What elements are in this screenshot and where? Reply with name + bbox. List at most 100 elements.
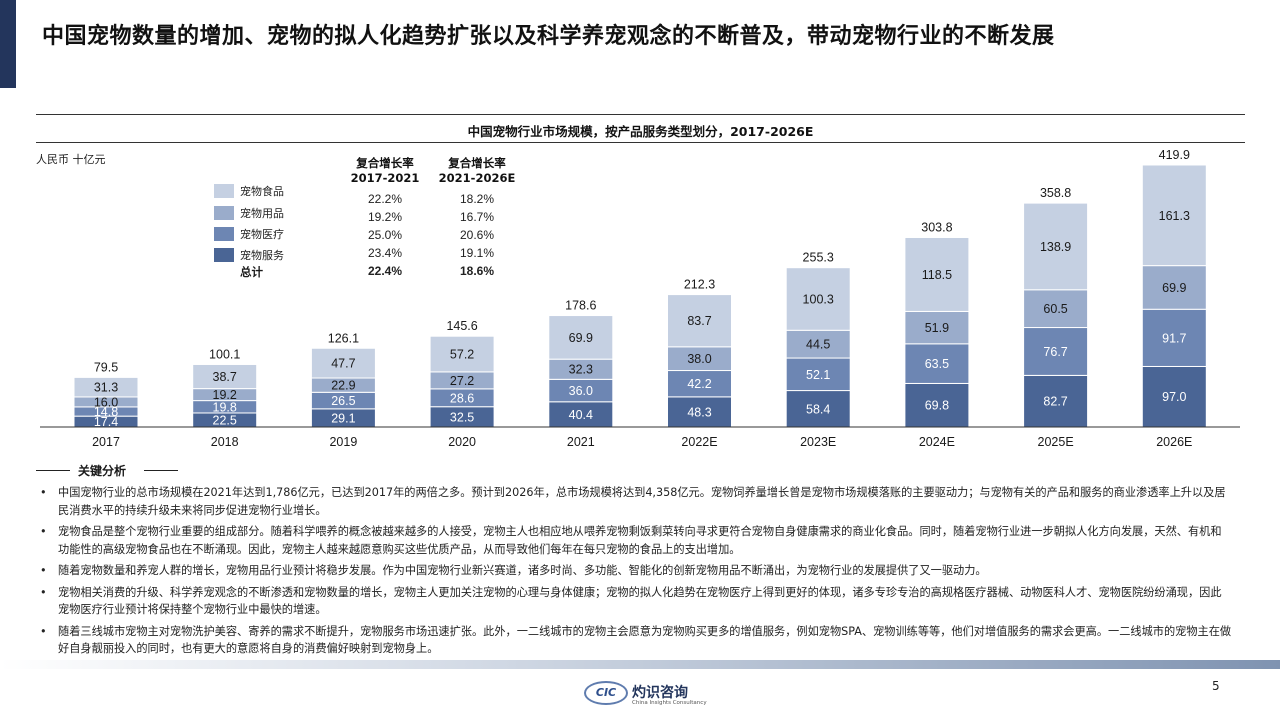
- bar-value-label: 19.2: [213, 388, 237, 402]
- bar-segment: [904, 343, 970, 384]
- bar-segment: [785, 329, 851, 359]
- analysis-heading-text: 关键分析: [78, 464, 127, 478]
- bar-value-label: 32.5: [450, 410, 474, 424]
- bar-value-label: 38.7: [213, 370, 237, 384]
- bar-segment: [548, 401, 614, 428]
- bar-value-label: 14.8: [94, 405, 118, 419]
- x-tick-label: 2025E: [1038, 435, 1074, 449]
- analysis-bullet-5: 随着三线城市宠物主对宠物洗护美容、寄养的需求不断提升，宠物服务市场迅速扩张。此外…: [36, 623, 1232, 658]
- analysis-bullet-4: 宠物相关消费的升级、科学养宠观念的不断渗透和宠物数量的增长，宠物主人更加关注宠物…: [36, 584, 1232, 619]
- bar-value-label: 32.3: [569, 363, 593, 377]
- bar-value-label: 58.4: [806, 402, 830, 416]
- bar-value-label: 76.7: [1043, 345, 1067, 359]
- bar-value-label: 16.0: [94, 395, 118, 409]
- bar-value-label: 28.6: [450, 391, 474, 405]
- unit-label: 人民币 十亿元: [36, 153, 106, 166]
- analysis-bullets: 中国宠物行业的总市场规模在2021年达到1,786亿元，已达到2017年的两倍之…: [36, 484, 1232, 662]
- bar-value-label: 161.3: [1159, 209, 1190, 223]
- bar-value-label: 36.0: [569, 384, 593, 398]
- stacked-bar-chart: 17.414.816.031.3 79.5 2017 22.519.819.2 38.7…: [40, 148, 1240, 449]
- bar-value-label: 40.4: [569, 408, 593, 422]
- x-tick-label: 2017: [92, 435, 120, 449]
- bar-value-label: 69.9: [569, 331, 593, 345]
- page-number: 5: [1212, 679, 1220, 693]
- legend-label-supplies: 宠物用品: [240, 207, 284, 220]
- bar-segment: [1023, 327, 1089, 376]
- cagr-medical-1: 25.0%: [367, 228, 403, 242]
- bar-segment: [73, 376, 139, 398]
- bar-value-label: 48.3: [687, 405, 711, 419]
- bar-segment: [1141, 265, 1207, 310]
- bar-segment: [667, 396, 732, 428]
- bar-value-label: 22.5: [213, 413, 237, 427]
- x-tick-label: 2020: [448, 435, 476, 449]
- cagr-total-label: 总计: [240, 265, 263, 279]
- bar-total-label: 79.5: [94, 360, 118, 374]
- bar-value-label: 27.2: [450, 374, 474, 388]
- legend-label-service: 宠物服务: [240, 249, 284, 262]
- analysis-bullet-1: 中国宠物行业的总市场规模在2021年达到1,786亿元，已达到2017年的两倍之…: [36, 484, 1232, 519]
- bar-value-label: 83.7: [687, 314, 711, 328]
- cagr-total-2: 18.6%: [459, 264, 495, 278]
- cagr-medical-2: 20.6%: [459, 228, 495, 242]
- cagr-header-2: 复合增长率 2021-2026E: [432, 156, 522, 186]
- cagr-total-1: 22.4%: [367, 264, 403, 278]
- bar-total-label: 358.8: [1040, 186, 1071, 200]
- cagr-food-2: 18.2%: [459, 192, 495, 206]
- analysis-heading-rule-left: [36, 470, 70, 471]
- accent-bar: [0, 0, 16, 88]
- chart-title-rule: [36, 142, 1245, 143]
- bar-value-label: 44.5: [806, 338, 830, 352]
- logo-mark: CIC: [584, 681, 628, 705]
- legend-swatch-food: [214, 184, 234, 198]
- bar-value-label: 100.3: [803, 292, 834, 306]
- bar-segment: [429, 335, 495, 373]
- bar-value-label: 42.2: [687, 377, 711, 391]
- x-tick-label: 2019: [329, 435, 357, 449]
- bar-value-label: 52.1: [806, 368, 830, 382]
- bar-segment: [1141, 164, 1207, 267]
- bar-total-label: 419.9: [1159, 148, 1190, 162]
- bar-segment: [1023, 202, 1089, 291]
- x-tick-label: 2026E: [1156, 435, 1192, 449]
- legend-label-food: 宠物食品: [240, 185, 284, 198]
- bar-segment: [192, 363, 258, 390]
- bar-value-label: 22.9: [331, 379, 355, 393]
- logo-en-text: China Insights Consultancy: [632, 700, 707, 706]
- bar-total-label: 178.6: [565, 299, 596, 313]
- cagr-food-1: 22.2%: [367, 192, 403, 206]
- bar-total-label: 100.1: [209, 347, 240, 361]
- analysis-heading: 关键分析: [36, 462, 178, 478]
- cic-logo: CIC 灼识咨询 China Insights Consultancy: [584, 681, 707, 709]
- analysis-bullet-3: 随着宠物数量和养宠人群的增长，宠物用品行业预计将稳步发展。作为中国宠物行业新兴赛…: [36, 562, 1232, 580]
- footer-band: [0, 660, 1280, 669]
- cagr-supplies-2: 16.7%: [459, 210, 495, 224]
- bar-value-label: 31.3: [94, 381, 118, 395]
- cagr-supplies-1: 19.2%: [367, 210, 403, 224]
- bar-value-label: 19.8: [213, 400, 237, 414]
- bar-value-label: 69.8: [925, 399, 949, 413]
- legend-swatch-supplies: [214, 206, 234, 220]
- cagr-header-2-period: 2021-2026E: [438, 171, 516, 185]
- bar-segment: [310, 347, 376, 379]
- bar-total-label: 145.6: [446, 319, 477, 333]
- bar-value-label: 47.7: [331, 357, 355, 371]
- bar-value-label: 63.5: [925, 357, 949, 371]
- bar-value-label: 60.5: [1043, 302, 1067, 316]
- x-tick-label: 2022E: [681, 435, 717, 449]
- x-tick-label: 2021: [567, 435, 595, 449]
- bar-value-label: 138.9: [1040, 240, 1071, 254]
- legend-swatch-medical: [214, 227, 234, 241]
- bar-segment: [1023, 374, 1089, 428]
- cagr-header-1-period: 2017-2021: [350, 171, 420, 185]
- page-title: 中国宠物数量的增加、宠物的拟人化趋势扩张以及科学养宠观念的不断普及，带动宠物行业…: [42, 24, 1055, 49]
- bar-value-label: 38.0: [687, 352, 711, 366]
- logo-cn-text: 灼识咨询: [632, 685, 688, 701]
- bar-value-label: 69.9: [1162, 281, 1186, 295]
- bar-value-label: 91.7: [1162, 331, 1186, 345]
- x-tick-label: 2023E: [800, 435, 836, 449]
- bar-value-label: 97.0: [1162, 390, 1186, 404]
- cagr-header-1-label: 复合增长率: [356, 156, 414, 170]
- legend-swatch-service: [214, 248, 234, 262]
- bar-value-label: 51.9: [925, 321, 949, 335]
